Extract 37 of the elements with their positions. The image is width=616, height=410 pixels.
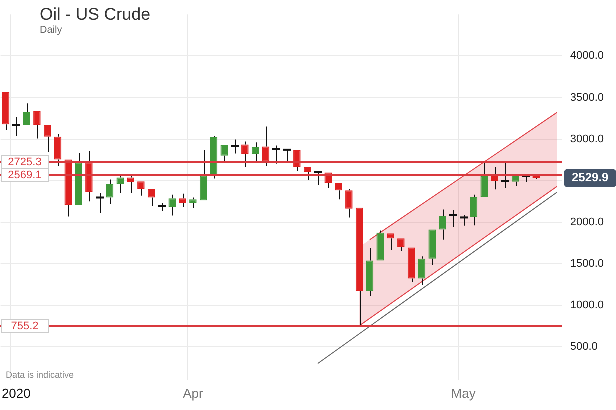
text: 2529.9 [572, 170, 610, 185]
candlestick [346, 188, 353, 218]
candlestick [127, 174, 134, 194]
candlestick [470, 194, 478, 226]
candlestick [190, 197, 197, 209]
candlestick [200, 150, 208, 201]
y-tick-label: 1000.0 [570, 300, 604, 312]
ref-line-label: 2569.1 [8, 170, 42, 182]
candlestick [408, 248, 416, 283]
annotation: Data is indicative [6, 370, 74, 380]
y-tick-label: 1500.0 [570, 258, 604, 270]
ref-line-label: 2725.3 [8, 156, 42, 169]
candlestick [366, 248, 374, 297]
candlestick [86, 150, 93, 202]
y-tick-label: 3000.0 [570, 133, 604, 146]
candlestick [356, 208, 364, 326]
candlestick [2, 92, 10, 131]
candlestick [428, 230, 436, 266]
candlestick [34, 111, 41, 140]
candlestick [54, 134, 62, 167]
y-tick-label: 2000.0 [570, 216, 604, 228]
ref-line-label: 755.2 [11, 320, 39, 333]
y-tick-label: 500.0 [570, 341, 598, 354]
candlestick [75, 152, 82, 206]
y-tick-label: 3500.0 [570, 92, 604, 104]
x-tick-label: 2020 [2, 386, 31, 401]
candlestick [23, 103, 30, 126]
candlestick [106, 179, 114, 205]
candlestick [179, 193, 186, 208]
y-tick-label: 4000.0 [570, 50, 604, 62]
candlestick [418, 256, 426, 286]
x-tick-label: May [451, 386, 476, 401]
text: Daily [40, 25, 62, 36]
candlestick [262, 126, 270, 167]
candlestick [439, 209, 446, 240]
chart-title: Oil - US Crude [40, 5, 151, 25]
x-tick-label: Apr [183, 386, 204, 401]
